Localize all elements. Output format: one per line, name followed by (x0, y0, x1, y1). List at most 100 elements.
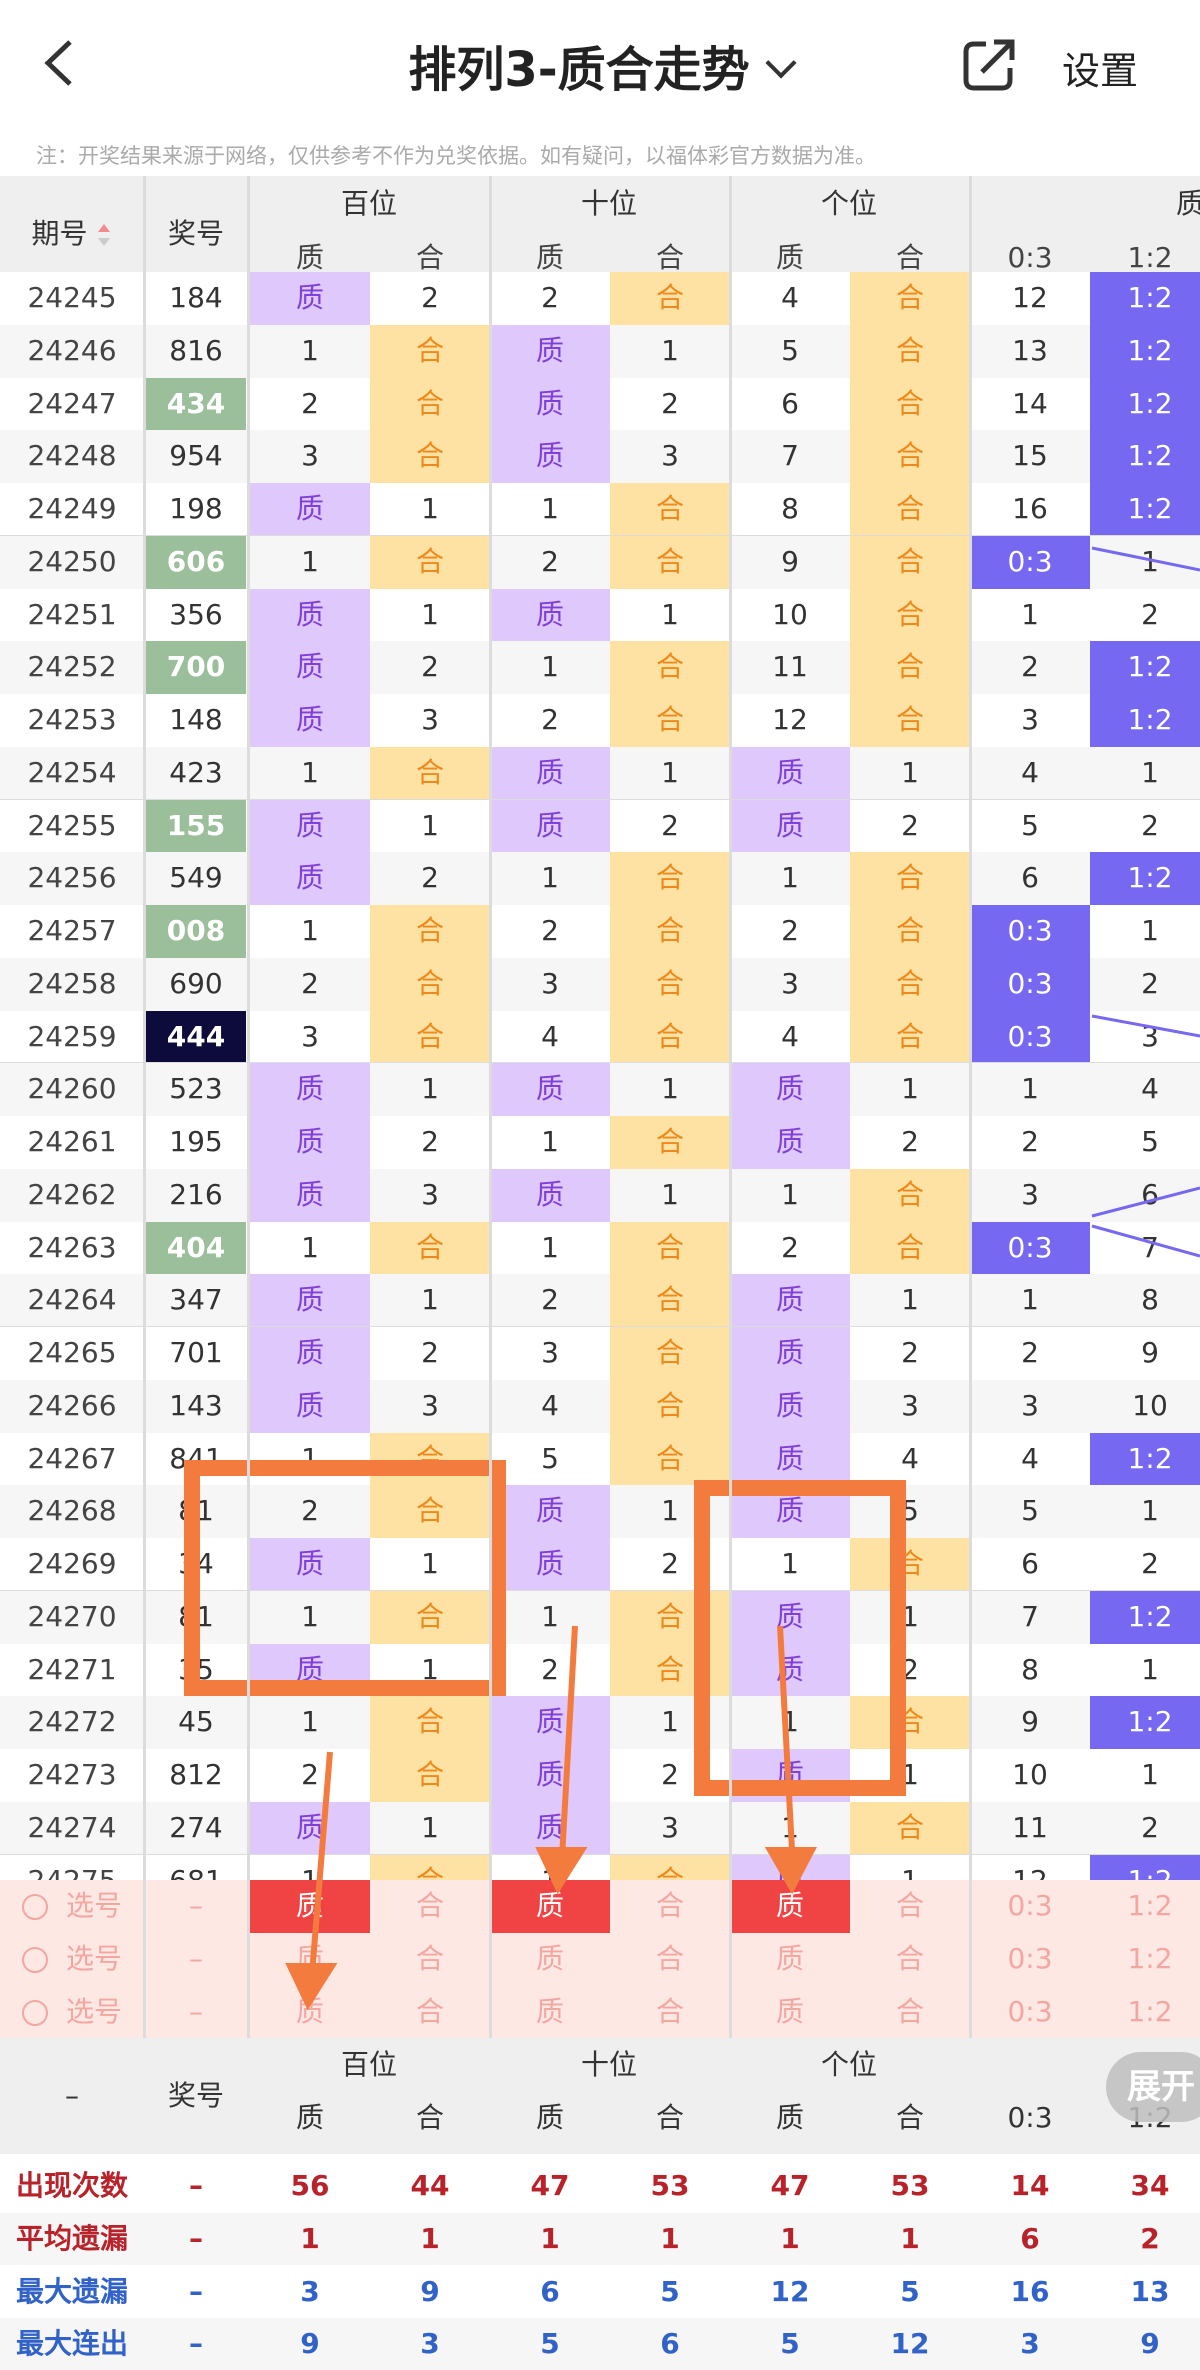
issue-cell: 24269 (27, 1547, 117, 1580)
pick-option[interactable]: 合 (655, 1941, 684, 1975)
pick-option[interactable]: 1:2 (1127, 1994, 1173, 2028)
digit-cell: 2 (541, 1652, 559, 1686)
pick-option[interactable]: 质 (295, 1941, 324, 1975)
expand-button[interactable]: 展开 (1106, 2052, 1200, 2122)
digit-cell: 3 (901, 1388, 919, 1422)
pick-option[interactable]: 质 (730, 1880, 850, 1933)
pick-option[interactable]: 质 (775, 1941, 804, 1975)
pick-row-label[interactable]: 选号 (0, 1880, 144, 1933)
digit-cell: 4 (901, 1441, 919, 1475)
digit-cell: 合 (610, 1379, 730, 1433)
pick-option[interactable]: 质 (535, 1941, 564, 1975)
stats-dash: – (189, 2169, 203, 2202)
header-issue[interactable]: 期号 (0, 176, 144, 292)
pick-option[interactable]: 0:3 (1007, 1941, 1053, 1975)
pick-option[interactable]: 1:2 (1127, 1941, 1173, 1975)
digit-cell: 1 (421, 1072, 439, 1106)
footer-dash: – (0, 2038, 144, 2154)
digit-cell: 合 (610, 957, 730, 1011)
pick-option[interactable]: 质 (250, 1880, 370, 1933)
digit-cell: 4 (541, 1388, 559, 1422)
pick-option[interactable]: 合 (415, 1941, 444, 1975)
ratio-cell: 0:3 (970, 535, 1090, 589)
ratio-cell: 4 (1021, 755, 1039, 789)
digit-cell: 12 (772, 703, 808, 736)
pick-option[interactable]: 质 (775, 1994, 804, 2028)
award-number: 523 (169, 1072, 223, 1106)
digit-cell: 合 (370, 1221, 490, 1275)
radio-button[interactable] (21, 1946, 48, 1973)
award-number: 423 (169, 755, 223, 789)
ratio-cell: 6 (1141, 1177, 1159, 1211)
digit-cell: 质 (250, 852, 370, 905)
digit-cell: 质 (250, 694, 370, 747)
ratio-cell: 1 (1021, 1283, 1039, 1317)
digit-cell: 合 (370, 905, 490, 958)
digit-cell: 合 (370, 1485, 490, 1538)
stats-dash: – (189, 2274, 203, 2308)
digit-cell: 合 (850, 377, 970, 431)
pick-option[interactable]: 合 (895, 1941, 924, 1975)
digit-cell: 7 (781, 439, 799, 473)
digit-cell: 2 (781, 914, 799, 947)
pick-row-label[interactable]: 选号 (0, 1933, 144, 1986)
pick-option[interactable]: 合 (895, 1994, 924, 2028)
pick-option[interactable]: 合 (655, 1994, 684, 2028)
stats-value: 12 (890, 2327, 930, 2361)
pick-row-label[interactable]: 选号 (0, 1986, 144, 2039)
stats-value: 53 (890, 2169, 930, 2202)
stats-value: 9 (300, 2327, 320, 2361)
table-row (0, 272, 1200, 325)
digit-cell: 合 (370, 430, 490, 483)
digit-cell: 质 (490, 799, 610, 853)
pick-option[interactable]: 合 (415, 1889, 444, 1922)
footer-subheader: 质 (775, 2101, 804, 2134)
pick-option[interactable]: 质 (295, 1994, 324, 2028)
ratio-cell: 0:3 (970, 1010, 1090, 1064)
radio-button[interactable] (21, 1999, 48, 2026)
disclaimer-note: 注：开奖结果来源于网络，仅供参考不作为兑奖依据。如有疑问，以福体彩官方数据为准。 (36, 144, 876, 168)
digit-cell: 2 (541, 914, 559, 947)
digit-cell: 1 (541, 861, 559, 895)
stats-value: 5 (660, 2274, 680, 2308)
stats-value: 3 (1020, 2327, 1040, 2361)
back-icon[interactable] (40, 38, 80, 88)
issue-cell: 24267 (27, 1441, 117, 1475)
award-number: 816 (169, 333, 223, 367)
settings-button[interactable]: 设置 (1062, 49, 1139, 93)
share-icon[interactable] (960, 36, 1018, 94)
pick-option[interactable]: 合 (415, 1994, 444, 2028)
digit-cell: 1 (901, 755, 919, 789)
digit-cell: 合 (850, 694, 970, 747)
pick-option[interactable]: 质 (490, 1880, 610, 1933)
radio-button[interactable] (21, 1894, 48, 1920)
pick-option[interactable]: 0:3 (1007, 1994, 1053, 2028)
digit-cell: 合 (850, 324, 970, 378)
digit-cell: 2 (301, 966, 319, 1000)
ratio-cell: 1:2 (1090, 1590, 1200, 1644)
stats-row (0, 2265, 1200, 2318)
digit-cell: 1 (901, 1599, 919, 1633)
footer-subheader: 合 (415, 2101, 444, 2134)
digit-cell: 1 (541, 1599, 559, 1633)
pick-option[interactable]: 0:3 (1007, 1889, 1053, 1922)
ratio-cell: 10 (1132, 1388, 1168, 1422)
subheader-r12: 1:2 (1127, 241, 1173, 274)
pick-option[interactable]: 合 (655, 1889, 684, 1922)
digit-cell: 质 (730, 1274, 850, 1327)
stats-value: 53 (650, 2169, 690, 2202)
stats-value: 1 (540, 2221, 560, 2255)
pick-option[interactable]: 质 (535, 1994, 564, 2028)
ratio-cell: 1 (1021, 1072, 1039, 1106)
page-title[interactable]: 排列3-质合走势 (0, 30, 1200, 100)
footer-subheader: 0:3 (1007, 2101, 1053, 2134)
digit-cell: 2 (781, 1230, 799, 1264)
stats-value: 14 (1010, 2169, 1050, 2202)
award-number: 954 (169, 439, 223, 473)
pick-option[interactable]: 1:2 (1127, 1889, 1173, 1922)
stats-label: 最大遗漏 (15, 2274, 128, 2308)
issue-cell: 24254 (27, 755, 117, 789)
digit-cell: 合 (610, 1116, 730, 1169)
pick-option[interactable]: 合 (895, 1889, 924, 1922)
issue-cell: 24252 (27, 650, 117, 684)
